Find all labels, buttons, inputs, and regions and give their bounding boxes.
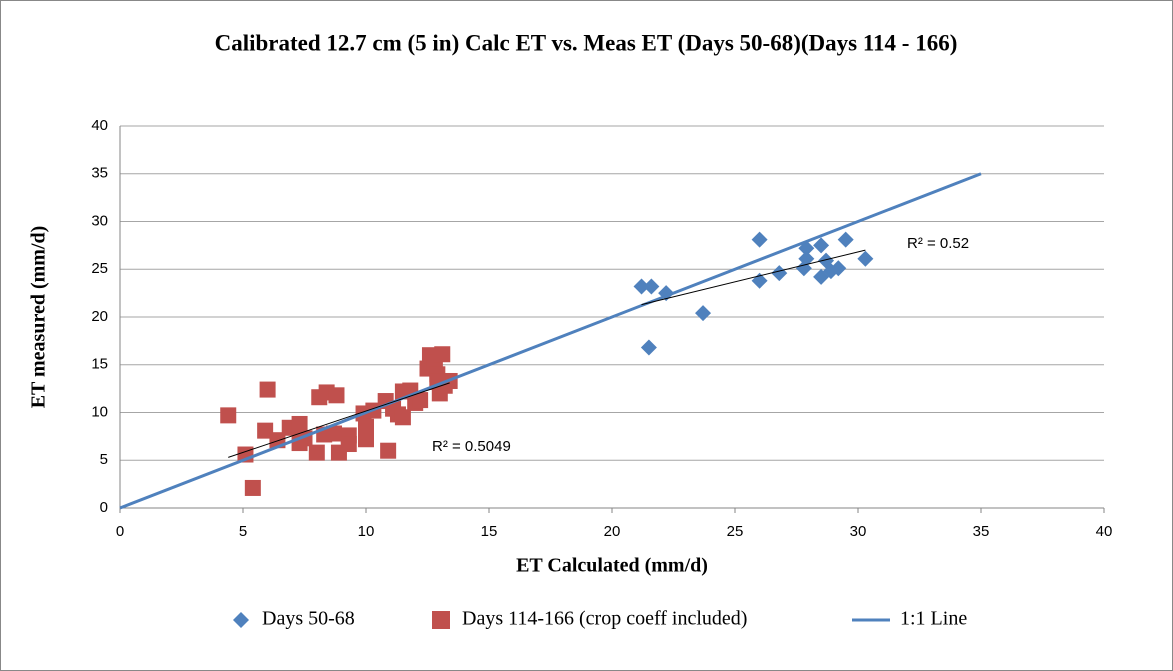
legend-marker <box>432 611 450 629</box>
square-point <box>308 444 325 461</box>
x-tick-label: 0 <box>116 523 124 540</box>
trendline <box>228 382 450 458</box>
legend-label: 1:1 Line <box>900 608 967 630</box>
square-point <box>291 415 308 432</box>
diamond-point <box>751 231 768 248</box>
r-squared-label: R² = 0.52 <box>907 235 969 252</box>
x-tick-label: 25 <box>727 523 744 540</box>
y-tick-label: 25 <box>91 260 108 277</box>
diamond-point <box>857 250 874 267</box>
y-tick-label: 20 <box>91 308 108 325</box>
y-tick-label: 40 <box>91 117 108 134</box>
diamond-point <box>813 237 830 254</box>
square-point <box>358 418 374 435</box>
x-tick-label: 15 <box>481 523 498 540</box>
y-tick-label: 30 <box>91 212 108 229</box>
diamond-point <box>798 250 815 267</box>
y-tick-label: 10 <box>91 403 108 420</box>
identity-line <box>119 172 982 510</box>
square-point <box>257 422 274 439</box>
diamond-point <box>633 278 650 295</box>
x-tick-label: 20 <box>604 523 621 540</box>
x-tick-label: 10 <box>358 523 375 540</box>
y-tick-label: 5 <box>100 451 108 468</box>
diamond-point <box>830 260 847 277</box>
square-point <box>259 381 276 398</box>
r-squared-label: R² = 0.5049 <box>432 438 511 455</box>
square-point <box>358 431 374 448</box>
square-point <box>394 409 411 426</box>
x-axis-label: ET Calculated (mm/d) <box>516 555 708 577</box>
square-point <box>326 425 343 442</box>
square-point <box>434 346 451 363</box>
diamond-point <box>771 265 788 282</box>
square-point <box>380 442 397 459</box>
diamond-point <box>640 339 657 356</box>
diamond-point <box>695 305 712 322</box>
square-point <box>220 407 237 424</box>
square-point <box>244 479 261 496</box>
legend-label: Days 114-166 (crop coeff included) <box>462 608 747 630</box>
diamond-point <box>643 278 660 295</box>
y-tick-label: 0 <box>100 499 108 516</box>
legend-marker <box>233 612 249 628</box>
square-point <box>328 387 345 404</box>
y-tick-label: 15 <box>91 356 108 373</box>
x-tick-label: 40 <box>1096 523 1113 540</box>
chart-title: Calibrated 12.7 cm (5 in) Calc ET vs. Me… <box>215 30 958 55</box>
square-point <box>340 436 357 453</box>
y-tick-label: 35 <box>91 165 108 182</box>
x-tick-label: 35 <box>973 523 990 540</box>
y-axis-label: ET measured (mm/d) <box>28 226 50 409</box>
diamond-point <box>837 231 854 248</box>
x-tick-label: 30 <box>850 523 867 540</box>
legend-label: Days 50-68 <box>262 608 355 630</box>
x-tick-label: 5 <box>239 523 247 540</box>
trendline <box>641 249 866 306</box>
square-point <box>412 392 429 409</box>
